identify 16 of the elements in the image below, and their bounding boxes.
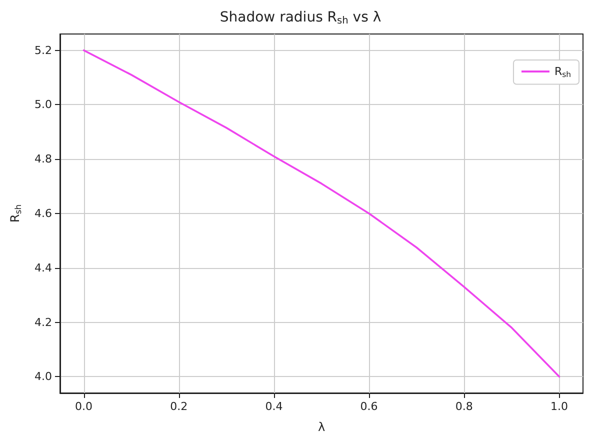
y-tick-label: 4.4: [34, 261, 52, 274]
y-tick-label: 5.2: [34, 44, 52, 57]
x-tick-label: 1.0: [550, 400, 568, 413]
x-axis-title: λ: [318, 420, 326, 434]
x-tick-label: 0.2: [170, 400, 188, 413]
y-tick-label: 4.8: [34, 152, 52, 166]
y-axis-title: Rsh: [8, 204, 23, 223]
x-tick-label: 0.6: [360, 400, 378, 413]
y-tick-label: 4.6: [34, 207, 52, 220]
x-tick-label: 0.8: [455, 400, 473, 413]
y-tick-label: 5.0: [34, 98, 52, 112]
line-series: [82, 49, 560, 378]
x-tick-label: 0.4: [265, 400, 283, 413]
y-tick-label: 4.2: [34, 316, 52, 329]
y-tick-label: 4.0: [34, 370, 52, 384]
x-tick-label: 0.0: [75, 400, 93, 413]
